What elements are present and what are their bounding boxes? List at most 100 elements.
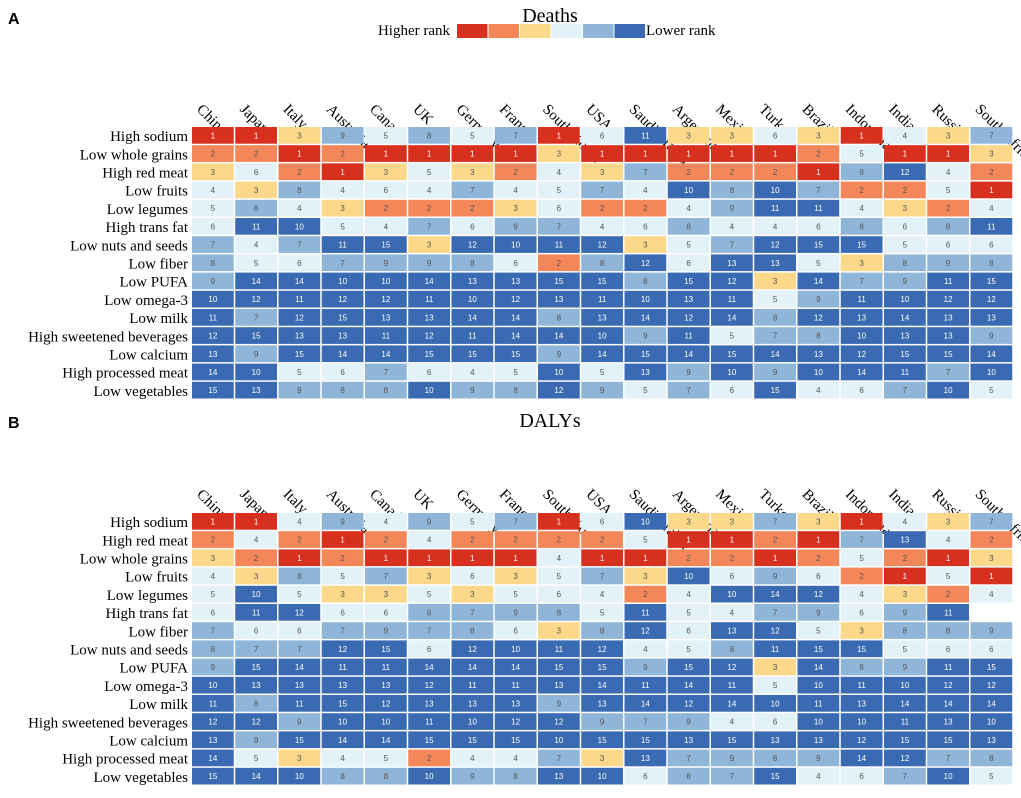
heatmap-cell	[927, 290, 969, 308]
heatmap-cell-value: 9	[470, 386, 475, 395]
heatmap-cell	[408, 749, 450, 767]
heatmap-cell-value: 2	[643, 590, 648, 599]
heatmap-cell	[624, 163, 667, 181]
heatmap-cell	[538, 127, 580, 144]
heatmap-cell-value: 7	[989, 131, 994, 140]
heatmap-cell-value: 9	[254, 736, 259, 745]
heatmap-cell	[235, 531, 277, 548]
heatmap-cell	[970, 585, 1013, 603]
heatmap-cell-value: 13	[814, 350, 823, 359]
heatmap-cell-value: 9	[557, 350, 562, 359]
heatmap-cell-value: 5	[427, 168, 432, 177]
heatmap-cell-value: 1	[254, 517, 259, 526]
panel-label-b: B	[8, 415, 20, 432]
heatmap-cell	[321, 767, 364, 785]
heatmap-cell-value: 11	[857, 295, 866, 304]
heatmap-cell	[840, 549, 883, 567]
heatmap-cell	[624, 531, 667, 548]
heatmap-cell-value: 15	[727, 350, 736, 359]
heatmap-cell-value: 11	[728, 295, 737, 304]
heatmap-cell-value: 9	[254, 350, 259, 359]
heatmap-cell-value: 2	[946, 590, 951, 599]
heatmap-cell	[321, 658, 364, 676]
heatmap-cell	[538, 767, 580, 785]
heatmap-cell	[754, 604, 796, 621]
heatmap-cell	[365, 163, 407, 181]
heatmap-cell-value: 2	[730, 554, 735, 563]
heatmap-cell	[451, 290, 494, 308]
heatmap-cell	[927, 713, 969, 730]
heatmap-cell-value: 3	[470, 168, 475, 177]
heatmap-cell	[927, 767, 969, 785]
row-label: High red meat	[102, 533, 189, 549]
heatmap-cell-value: 4	[600, 222, 605, 231]
heatmap-cell-value: 2	[470, 204, 475, 213]
heatmap-cell-value: 5	[254, 754, 259, 763]
heatmap-cell-value: 3	[686, 517, 691, 526]
legend-swatch-1	[457, 24, 488, 38]
heatmap-cell	[408, 290, 450, 308]
heatmap-cell-value: 6	[470, 222, 475, 231]
heatmap-cell	[840, 767, 883, 785]
heatmap-cell	[278, 658, 321, 676]
heatmap-cell	[451, 749, 494, 767]
heatmap-cell	[235, 199, 277, 217]
heatmap-cell-value: 4	[773, 222, 778, 231]
heatmap-cell	[754, 513, 796, 530]
heatmap-cell-value: 6	[773, 131, 778, 140]
heatmap-cell	[667, 363, 710, 381]
heatmap-cell	[927, 145, 969, 162]
heatmap-cell	[321, 749, 364, 767]
heatmap-cells-dalys: 1 1 4 9 4 9 5 7 1 6 10 3 3 7 3 1 4 3 72 4 2 1 2 4 2 2 2 2 5 1 1 2 1 7 13 4 2…	[192, 513, 1013, 785]
heatmap-cell	[667, 272, 710, 290]
heatmap-cell	[667, 127, 710, 144]
heatmap-cell-value: 9	[427, 517, 432, 526]
heatmap-cell-value: 9	[340, 131, 345, 140]
heatmap-cell-value: 8	[946, 222, 951, 231]
heatmap-cell	[494, 622, 537, 639]
heatmap-cell	[970, 272, 1013, 290]
heatmap-cell-value: 7	[297, 241, 302, 250]
heatmap-cell-value: 14	[857, 754, 866, 763]
heatmap-cell	[797, 640, 840, 658]
heatmap-cell	[927, 181, 969, 199]
heatmap-cell-value: 12	[468, 241, 477, 250]
heatmap-cell-value: 8	[773, 313, 778, 322]
heatmap-cell-value: 1	[513, 150, 518, 159]
heatmap-cell	[754, 127, 796, 144]
heatmap-cell	[884, 363, 926, 381]
heatmap-cell	[927, 513, 969, 530]
heatmap-cell	[321, 549, 364, 567]
heatmap-cell	[667, 163, 710, 181]
heatmap-cell	[797, 585, 840, 603]
heatmap-cell-value: 15	[252, 332, 261, 341]
heatmap-cell	[581, 327, 623, 344]
column-label: Australia	[323, 102, 373, 152]
heatmap-cell-value: 5	[470, 517, 475, 526]
heatmap-cell	[408, 767, 450, 785]
heatmap-cell	[321, 272, 364, 290]
heatmap-cell	[538, 658, 580, 676]
heatmap-cell-value: 4	[297, 517, 302, 526]
heatmap-cell-value: 12	[381, 699, 390, 708]
heatmap-cell-value: 15	[381, 645, 390, 654]
heatmap-cell-value: 6	[643, 772, 648, 781]
heatmap-cell	[927, 363, 969, 381]
heatmap-cell	[624, 585, 667, 603]
heatmap-cell	[667, 531, 710, 548]
heatmap-cell	[624, 327, 667, 344]
heatmap-cell	[494, 145, 537, 162]
heatmap-cell	[711, 345, 753, 363]
heatmap-cell	[365, 127, 407, 144]
heatmap-cell	[408, 549, 450, 567]
heatmap-cell	[884, 199, 926, 217]
heatmap-cell	[797, 658, 840, 676]
heatmap-cell	[927, 327, 969, 344]
heatmap-cell	[538, 585, 580, 603]
heatmap-cell-value: 5	[730, 332, 735, 341]
heatmap-cell	[884, 640, 926, 658]
heatmap-cell	[667, 767, 710, 785]
heatmap-cell-value: 7	[686, 754, 691, 763]
heatmap-cell-value: 15	[468, 350, 477, 359]
